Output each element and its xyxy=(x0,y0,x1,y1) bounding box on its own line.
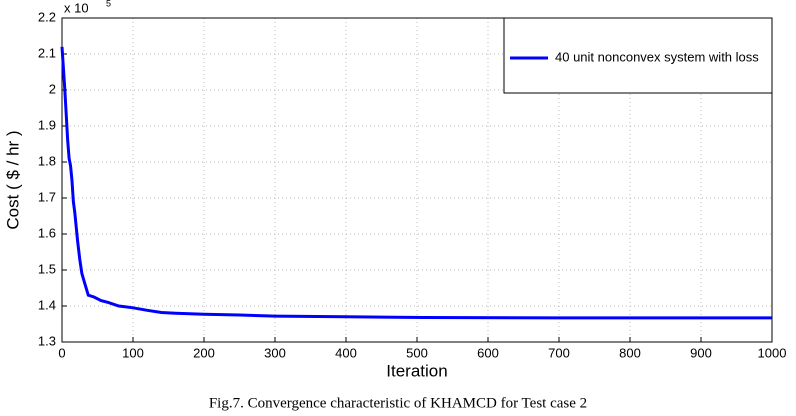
y-tick-label: 2 xyxy=(49,81,56,96)
x-tick-label: 1000 xyxy=(758,345,787,360)
x-axis-label: Iteration xyxy=(386,361,447,380)
caption: Fig.7. Convergence characteristic of KHA… xyxy=(209,395,587,411)
x-tick-label: 700 xyxy=(548,345,570,360)
x-tick-label: 400 xyxy=(335,345,357,360)
y-tick-label: 1.4 xyxy=(38,297,56,312)
y-tick-label: 1.8 xyxy=(38,153,56,168)
y-scale-exponent: 5 xyxy=(106,0,111,8)
series-line xyxy=(60,46,772,320)
legend-label: 40 unit nonconvex system with loss xyxy=(555,49,759,64)
y-tick-label: 1.3 xyxy=(38,333,56,348)
x-tick-label: 600 xyxy=(477,345,499,360)
x-tick-label: 0 xyxy=(58,345,65,360)
y-scale-base: x 10 xyxy=(64,0,89,15)
y-tick-label: 2.2 xyxy=(38,9,56,24)
x-tick-label: 500 xyxy=(406,345,428,360)
x-tick-label: 900 xyxy=(690,345,712,360)
x-tick-label: 100 xyxy=(122,345,144,360)
y-tick-label: 1.9 xyxy=(38,117,56,132)
x-tick-label: 200 xyxy=(193,345,215,360)
legend-box xyxy=(503,17,773,94)
y-tick-label: 1.5 xyxy=(38,261,56,276)
y-axis-label: Cost ( $ / hr ) xyxy=(3,130,22,229)
y-tick-label: 2.1 xyxy=(38,45,56,60)
y-tick-label: 1.7 xyxy=(38,189,56,204)
x-tick-label: 800 xyxy=(619,345,641,360)
x-tick-label: 300 xyxy=(264,345,286,360)
y-tick-label: 1.6 xyxy=(38,225,56,240)
